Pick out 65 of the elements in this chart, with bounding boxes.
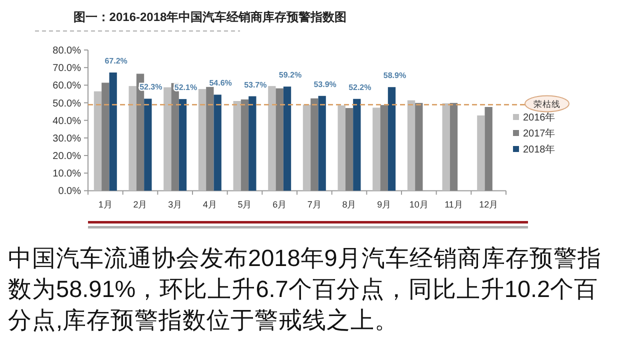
y-tick-label: 70.0% [52, 63, 82, 74]
x-tick-label: 8月 [342, 200, 356, 210]
data-label: 53.9% [314, 80, 336, 89]
x-tick-label: 12月 [479, 200, 498, 210]
bar [214, 94, 222, 191]
bar [380, 105, 388, 191]
bar [484, 106, 492, 191]
x-tick-label: 1月 [98, 200, 112, 210]
bar [338, 105, 346, 191]
bar [128, 86, 136, 191]
y-tick-label: 50.0% [52, 98, 82, 110]
ref-line-label: 荣枯线 [534, 99, 560, 110]
bar [283, 86, 292, 191]
data-label: 59.2% [278, 70, 302, 80]
bar [353, 98, 361, 191]
bar [178, 99, 187, 191]
bar [144, 98, 152, 191]
x-tick-label: 3月 [168, 200, 182, 210]
bar [102, 82, 110, 191]
legend-label: 2017年 [523, 128, 556, 140]
x-tick-label: 2月 [133, 200, 148, 210]
data-label: 52.2% [348, 82, 372, 92]
data-label: 54.6% [209, 78, 232, 88]
bar [407, 100, 416, 191]
bar [248, 96, 256, 191]
x-tick-label: 6月 [272, 200, 287, 210]
text: 中国汽车流通协会发布2018年9月汽车经销商库存预警指数为58.91%，环比上升6.7个百分点，同比上升10.2个百分点,库存预警指数位于警戒线之上。 [8, 244, 602, 335]
x-tick-label: 5月 [238, 200, 252, 210]
bar [477, 115, 485, 191]
bar [164, 87, 172, 191]
bar [94, 91, 102, 191]
bar [310, 98, 318, 191]
x-tick-label: 10月 [409, 200, 428, 210]
x-tick-label: 9月 [377, 200, 392, 210]
bar [109, 72, 117, 191]
bar [240, 99, 249, 191]
bar [268, 86, 276, 191]
bar [206, 86, 214, 191]
x-tick-label: 11月 [444, 200, 463, 210]
bar [450, 102, 458, 191]
y-tick-label: 30.0% [52, 133, 82, 144]
bar [233, 101, 241, 191]
bar [442, 103, 450, 191]
y-tick-label: 20.0% [52, 151, 82, 162]
y-tick-label: 60.0% [52, 80, 82, 92]
bar [318, 96, 326, 191]
bar [276, 88, 284, 191]
data-label: 58.9% [383, 71, 406, 80]
y-tick-label: 10.0% [52, 168, 82, 180]
bar [198, 89, 206, 191]
legend-label: 2018年 [523, 144, 556, 156]
x-tick-label: 7月 [307, 200, 322, 210]
data-label: 53.7% [244, 80, 267, 90]
bar [372, 108, 380, 191]
legend-label: 2016年 [523, 112, 556, 124]
x-tick-label: 4月 [202, 200, 217, 210]
chart-title: 图一：2016-2018年中国汽车经销商库存预警指数图 [73, 10, 347, 24]
y-tick-label: 0.0% [58, 186, 82, 198]
data-label: 67.2% [104, 56, 128, 66]
y-tick-label: 40.0% [52, 116, 82, 127]
bar [388, 87, 396, 191]
bar [302, 104, 311, 191]
bar [345, 108, 354, 191]
y-tick-label: 80.0% [52, 46, 82, 56]
bar [415, 102, 423, 191]
